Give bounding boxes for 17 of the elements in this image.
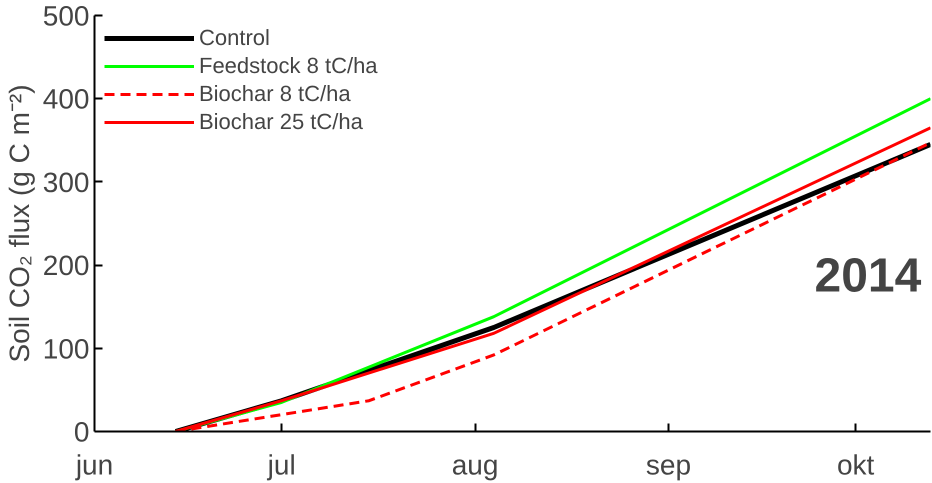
x-tick-label: aug (452, 450, 498, 480)
y-tick-label: 200 (42, 250, 90, 282)
y-tick-label: 100 (42, 333, 90, 364)
y-axis-title: Soil CO₂ flux (g C m⁻²) (4, 84, 35, 363)
y-tick-label: 400 (42, 84, 90, 115)
x-tick-label: jul (266, 450, 296, 480)
x-tick-label: sep (646, 450, 692, 480)
x-tick-label: okt (836, 450, 875, 480)
x-tick-label: jun (74, 450, 114, 480)
legend-label: Control (199, 25, 270, 51)
annotation: 2014 (814, 250, 922, 302)
legend-label: Feedstock 8 tC/ha (199, 53, 378, 79)
legend-label: Biochar 25 tC/ha (199, 109, 363, 135)
y-tick-label: 0 (74, 416, 90, 448)
legend-label: Biochar 8 tC/ha (199, 81, 351, 107)
y-tick-label: 300 (42, 166, 90, 198)
y-tick-label: 500 (42, 0, 90, 32)
